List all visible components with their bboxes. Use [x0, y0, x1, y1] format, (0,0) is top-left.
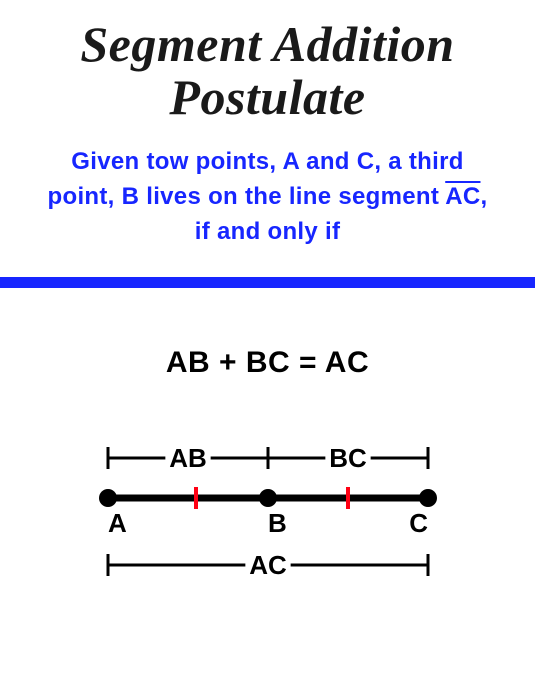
svg-text:C: C: [409, 508, 428, 538]
title-line-2: Postulate: [0, 71, 535, 124]
diagram-svg: ABCABBCAC: [88, 420, 448, 600]
desc-overline: AC: [445, 183, 480, 210]
svg-text:BC: BC: [329, 443, 367, 473]
title-line-1: Segment Addition: [0, 18, 535, 71]
svg-text:AC: AC: [249, 550, 287, 580]
page-title: Segment Addition Postulate: [0, 0, 535, 123]
svg-text:B: B: [268, 508, 287, 538]
horizontal-divider: [0, 277, 535, 288]
segment-diagram: ABCABBCAC: [0, 420, 535, 600]
equation-text: AB + BC = AC: [0, 346, 535, 380]
desc-before: Given tow points, A and C, a third point…: [48, 148, 464, 210]
svg-text:A: A: [108, 508, 127, 538]
description-text: Given tow points, A and C, a third point…: [0, 145, 535, 249]
svg-text:AB: AB: [169, 443, 207, 473]
